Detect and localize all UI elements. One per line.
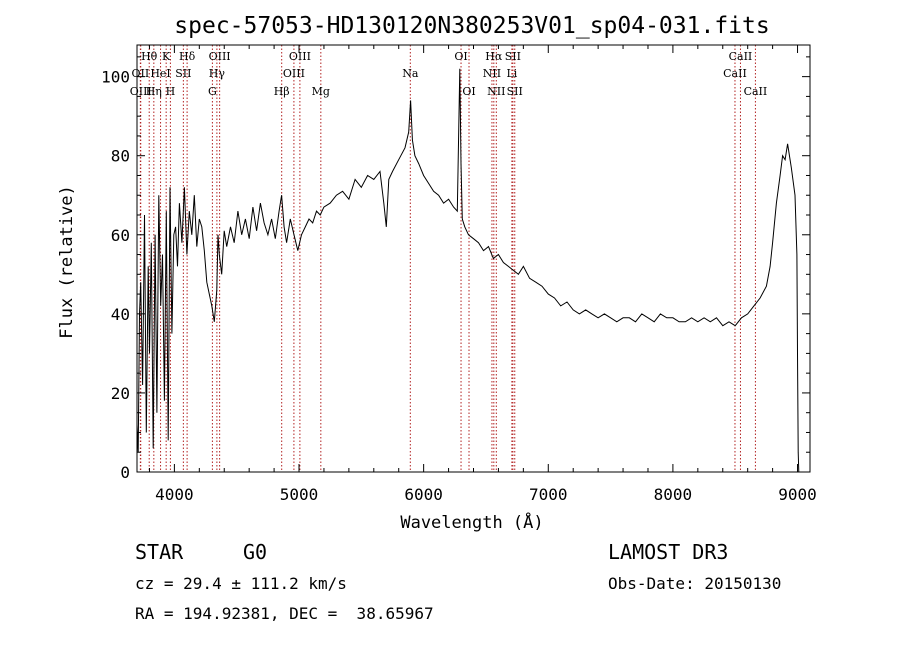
chart-title: spec-57053-HD130120N380253V01_sp04-031.f… (174, 13, 769, 39)
line-label: CaII (723, 67, 747, 80)
y-tick-label: 40 (111, 305, 130, 324)
axis-ticks-group: 4000 5000 6000 7000 8000 9000 0 20 40 60 80 100 (101, 45, 817, 504)
y-tick-label: 80 (111, 147, 130, 166)
x-tick-label: 7000 (529, 485, 568, 504)
line-label: NII (487, 85, 505, 98)
line-label: CaII (744, 85, 768, 98)
obs-date: Obs-Date: 20150130 (608, 574, 782, 593)
y-tick-label: 0 (120, 463, 130, 482)
line-label: Mg (312, 85, 330, 98)
y-tick-label: 100 (101, 68, 130, 87)
line-label: NII (483, 67, 501, 80)
plot-frame (136, 44, 811, 473)
object-class: STAR (135, 540, 184, 564)
line-label: Hδ (179, 50, 196, 63)
x-tick-label: 5000 (280, 485, 319, 504)
line-label: Hθ (141, 50, 158, 63)
spectrum-line (136, 68, 800, 473)
line-label: Hβ (274, 85, 290, 98)
line-label: Hη (146, 85, 162, 98)
line-label: OII (132, 67, 150, 80)
y-tick-label: 20 (111, 384, 130, 403)
y-axis-label: Flux (relative) (57, 185, 77, 339)
line-label: SII (507, 85, 523, 98)
line-label: SII (175, 67, 191, 80)
x-tick-label: 9000 (778, 485, 817, 504)
line-label: OI (462, 85, 475, 98)
line-label: OI (454, 50, 467, 63)
survey-name: LAMOST DR3 (608, 540, 729, 564)
line-label: OIII (130, 85, 152, 98)
line-label: OIII (283, 67, 305, 80)
line-label: Hα (485, 50, 503, 63)
line-label: OIII (209, 50, 231, 63)
line-label: G (208, 85, 217, 98)
x-tick-label: 8000 (654, 485, 693, 504)
x-tick-label: 4000 (155, 485, 194, 504)
y-tick-label: 60 (111, 226, 130, 245)
line-label: Na (402, 67, 419, 80)
coordinates: RA = 194.92381, DEC = 38.65967 (135, 604, 434, 623)
line-label: H (166, 85, 176, 98)
line-label: Li (506, 67, 517, 80)
x-tick-label: 6000 (404, 485, 443, 504)
line-label: Hγ (209, 67, 226, 80)
line-label: K (162, 50, 171, 63)
subclass: G0 (243, 540, 268, 564)
x-axis-label: Wavelength (Å) (400, 511, 543, 533)
line-label: HeI (150, 67, 170, 80)
line-label: OIII (289, 50, 311, 63)
line-label: SII (505, 50, 521, 63)
line-markers-group (139, 45, 756, 472)
redshift-text: cz = 29.4 ± 111.2 km/s (135, 574, 347, 593)
line-label: CaII (729, 50, 753, 63)
